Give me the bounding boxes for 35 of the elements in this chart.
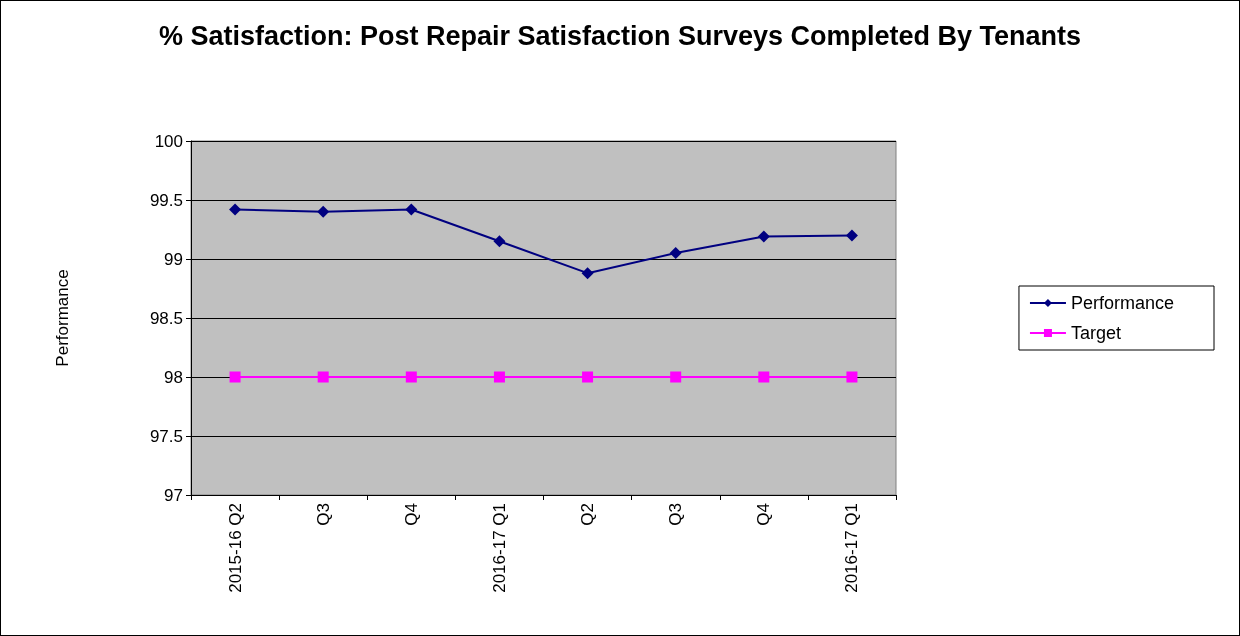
point <box>317 371 329 383</box>
y-tick-label: 98 <box>164 367 183 387</box>
point <box>229 371 241 383</box>
y-tick-label: 99.5 <box>149 190 183 210</box>
x-tick-label: Q4 <box>754 503 774 526</box>
x-tick-label: Q3 <box>313 503 333 526</box>
point <box>317 205 330 218</box>
y-tick-label: 97.5 <box>149 426 183 446</box>
legend-label: Performance <box>1070 293 1174 313</box>
y-tick-label: 97 <box>164 485 183 505</box>
point <box>405 371 417 383</box>
point <box>405 203 418 216</box>
point <box>669 247 682 260</box>
x-tick-label: 2015-16 Q2 <box>225 503 245 593</box>
point <box>581 267 594 280</box>
chart-title: % Satisfaction: Post Repair Satisfaction Surveys Completed By Tenants <box>158 21 1082 51</box>
y-tick-label: 98.5 <box>149 308 183 328</box>
point <box>757 230 770 243</box>
y-axis-title: Performance <box>53 269 72 367</box>
x-tick-label: Q4 <box>401 503 421 526</box>
x-tick-label: 2016-17 Q1 <box>842 503 862 593</box>
point <box>846 371 858 383</box>
point <box>493 371 505 383</box>
legend-label: Target <box>1070 323 1121 343</box>
point <box>758 371 770 383</box>
point <box>845 229 858 242</box>
x-tick-label: Q3 <box>666 503 686 526</box>
x-tick-label: Q2 <box>578 503 598 526</box>
x-tick-label: 2016-17 Q1 <box>489 503 509 593</box>
y-tick-label: 99 <box>164 249 183 269</box>
point <box>582 371 594 383</box>
point <box>670 371 682 383</box>
point <box>493 235 506 248</box>
point <box>229 203 242 216</box>
y-tick-label: 100 <box>154 131 183 151</box>
